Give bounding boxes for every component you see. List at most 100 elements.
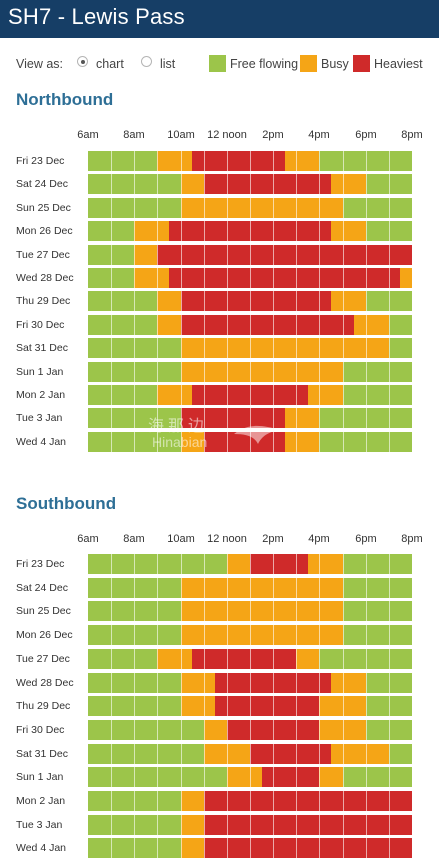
hour-gridline xyxy=(365,625,367,646)
traffic-bar xyxy=(88,601,412,622)
timeline-row: Tue 27 Dec xyxy=(0,648,439,669)
day-label: Wed 28 Dec xyxy=(16,676,74,689)
hour-gridline xyxy=(273,361,275,382)
hour-gridline xyxy=(388,197,390,218)
traffic-segment-free-flowing xyxy=(342,361,412,382)
hour-gridline xyxy=(388,672,390,693)
hour-gridline xyxy=(319,338,321,359)
hour-gridline xyxy=(342,554,344,574)
hour-gridline xyxy=(319,268,321,288)
chart-radio[interactable] xyxy=(77,56,88,67)
traffic-segment-free-flowing xyxy=(88,314,158,335)
hour-gridline xyxy=(342,221,344,242)
northbound-time-axis: 6am 8am 10am 12 noon 2pm 4pm 6pm 8pm xyxy=(0,129,439,143)
hour-gridline xyxy=(250,431,251,452)
hour-gridline xyxy=(180,385,182,405)
traffic-bar xyxy=(88,291,412,312)
hour-gridline xyxy=(180,791,182,811)
day-label: Fri 30 Dec xyxy=(16,723,65,736)
hour-gridline xyxy=(250,577,251,598)
hour-gridline xyxy=(250,838,251,859)
traffic-bar xyxy=(88,743,412,764)
traffic-bar xyxy=(88,151,412,171)
hour-gridline xyxy=(250,743,251,764)
traffic-segment-busy xyxy=(180,577,343,598)
traffic-bar xyxy=(88,814,412,835)
timeline-row: Sun 1 Jan xyxy=(0,767,439,788)
hour-gridline xyxy=(365,814,367,835)
hour-gridline xyxy=(342,672,344,693)
hour-gridline xyxy=(319,408,321,429)
traffic-segment-busy xyxy=(284,408,320,429)
hour-gridline xyxy=(319,197,321,218)
hour-gridline xyxy=(273,314,275,335)
hour-gridline xyxy=(111,838,113,859)
hour-gridline xyxy=(157,338,159,359)
legend-swatch-busy xyxy=(300,55,317,72)
hour-gridline xyxy=(250,814,251,835)
hour-gridline xyxy=(134,244,136,265)
hour-gridline xyxy=(203,174,205,195)
hour-gridline xyxy=(388,314,390,335)
tick-label: 8am xyxy=(123,533,145,545)
hour-gridline xyxy=(296,338,298,359)
hour-gridline xyxy=(111,648,113,669)
traffic-bar xyxy=(88,385,412,405)
hour-gridline xyxy=(111,431,113,452)
hour-gridline xyxy=(134,648,136,669)
traffic-segment-free-flowing xyxy=(88,151,158,171)
traffic-segment-free-flowing xyxy=(342,625,412,646)
hour-gridline xyxy=(342,791,344,811)
hour-gridline xyxy=(319,601,321,622)
traffic-segment-busy xyxy=(226,554,250,574)
hour-gridline xyxy=(296,672,298,693)
hour-gridline xyxy=(134,743,136,764)
timeline-row: Tue 3 Jan xyxy=(0,408,439,429)
hour-gridline xyxy=(180,696,182,717)
hour-gridline xyxy=(296,244,298,265)
hour-gridline xyxy=(319,767,321,788)
hour-gridline xyxy=(157,361,159,382)
tick-label: 10am xyxy=(167,533,195,545)
traffic-segment-busy xyxy=(134,244,158,265)
hour-gridline xyxy=(365,601,367,622)
hour-gridline xyxy=(180,151,182,171)
hour-gridline xyxy=(319,291,321,312)
traffic-segment-busy xyxy=(307,385,343,405)
list-radio[interactable] xyxy=(141,56,152,67)
hour-gridline xyxy=(111,174,113,195)
hour-gridline xyxy=(342,767,344,788)
tick-label: 12 noon xyxy=(207,129,247,141)
timeline-row: Tue 3 Jan xyxy=(0,814,439,835)
traffic-bar xyxy=(88,197,412,218)
hour-gridline xyxy=(111,577,113,598)
traffic-segment-busy xyxy=(180,625,343,646)
chart-radio-label[interactable]: chart xyxy=(96,57,124,71)
hour-gridline xyxy=(226,767,228,788)
hour-gridline xyxy=(365,648,367,669)
hour-gridline xyxy=(226,577,228,598)
list-radio-label[interactable]: list xyxy=(160,57,176,71)
hour-gridline xyxy=(296,577,298,598)
traffic-bar xyxy=(88,554,412,574)
hour-gridline xyxy=(319,672,321,693)
day-label: Thu 29 Dec xyxy=(16,295,71,308)
hour-gridline xyxy=(319,314,321,335)
hour-gridline xyxy=(273,577,275,598)
traffic-bar xyxy=(88,719,412,740)
day-label: Tue 27 Dec xyxy=(16,248,70,261)
hour-gridline xyxy=(296,314,298,335)
traffic-segment-heaviest xyxy=(203,814,412,835)
hour-gridline xyxy=(250,361,251,382)
traffic-segment-busy xyxy=(157,648,193,669)
hour-gridline xyxy=(157,174,159,195)
timeline-row: Sun 25 Dec xyxy=(0,197,439,218)
hour-gridline xyxy=(157,314,159,335)
hour-gridline xyxy=(157,577,159,598)
app-header: SH7 - Lewis Pass xyxy=(0,0,439,38)
traffic-segment-heaviest xyxy=(180,314,355,335)
southbound-title: Southbound xyxy=(16,494,117,513)
hour-gridline xyxy=(157,385,159,405)
day-label: Tue 3 Jan xyxy=(16,818,63,831)
hour-gridline xyxy=(111,791,113,811)
